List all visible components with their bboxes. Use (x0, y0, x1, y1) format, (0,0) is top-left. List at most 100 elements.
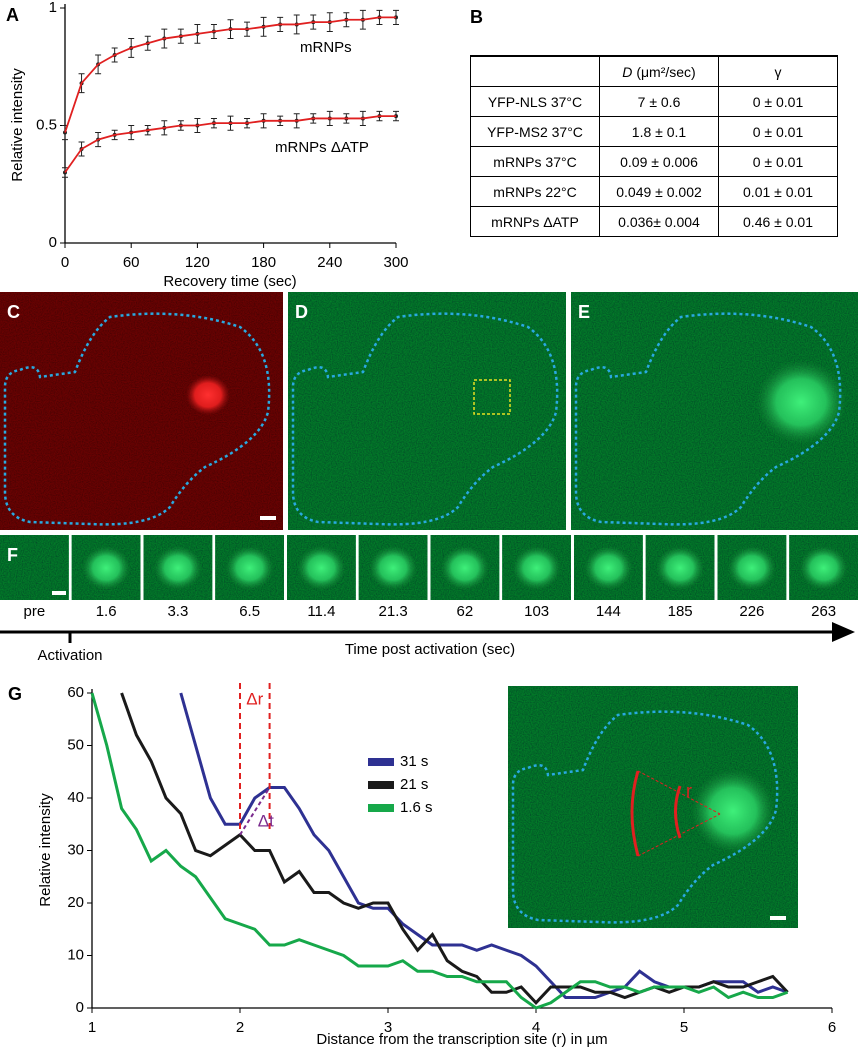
tile-blob (225, 546, 274, 590)
tile-blob (727, 546, 776, 590)
delta-t-label: Δt (258, 811, 274, 830)
time-label: 103 (524, 603, 549, 620)
table-cell: 0 ± 0.01 (718, 146, 838, 177)
y-tick-label: 40 (67, 789, 84, 806)
table-cell: 1.8 ± 0.1 (599, 116, 719, 147)
y-tick-label: 60 (67, 684, 84, 701)
series-label: mRNPs ΔATP (275, 139, 369, 156)
tile-blob (584, 546, 633, 590)
header-cell (470, 55, 600, 87)
time-label: 226 (739, 603, 764, 620)
delta-t-guide (239, 786, 271, 836)
x-tick-label: 6 (828, 1019, 836, 1036)
timeline-axis-label: Time post activation (sec) (345, 641, 515, 658)
table-cell: mRNPs 37°C (470, 146, 600, 177)
series-line (120, 692, 789, 1005)
series-line (90, 692, 789, 1010)
tile-blob (153, 546, 202, 590)
image-d (288, 292, 566, 530)
panel-letter: F (7, 545, 18, 565)
series-line (64, 115, 396, 174)
table-header: D (μm²/sec) γ (470, 55, 838, 87)
x-tick-label: 0 (61, 254, 69, 271)
series-label: mRNPs (300, 39, 352, 56)
time-label: 1.6 (96, 603, 117, 620)
table-cell: 0 ± 0.01 (718, 116, 838, 147)
x-tick-label: 3 (384, 1019, 392, 1036)
legend-label: 1.6 s (400, 799, 433, 816)
table-cell: 7 ± 0.6 (599, 86, 719, 117)
table-row: mRNPs ΔATP 0.036± 0.004 0.46 ± 0.01 (470, 206, 838, 237)
table-row: mRNPs 37°C 0.09 ± 0.006 0 ± 0.01 (470, 146, 838, 177)
time-label: 3.3 (167, 603, 188, 620)
x-tick-label: 4 (532, 1019, 540, 1036)
chart: 0 0.5 1 0 60 120 180 240 300 Relative intensity Re… (9, 0, 409, 290)
table-row: mRNPs 22°C 0.049 ± 0.002 0.01 ± 0.01 (470, 176, 838, 207)
x-axis-label: Distance from the transcription site (r)… (316, 1031, 607, 1048)
x-tick-label: 240 (317, 254, 342, 271)
table-cell: 0.46 ± 0.01 (718, 206, 838, 237)
inset-label: r (686, 781, 692, 801)
table-row: YFP-NLS 37°C 7 ± 0.6 0 ± 0.01 (470, 86, 838, 117)
panel-letter: E (578, 302, 590, 322)
time-label: 263 (811, 603, 836, 620)
time-label: pre (24, 603, 46, 620)
tile-blob (656, 546, 705, 590)
panel-letter: B (470, 7, 483, 27)
time-label: 185 (668, 603, 693, 620)
y-tick-label: 1 (49, 0, 57, 16)
time-label: 6.5 (239, 603, 260, 620)
tile-blob (440, 546, 489, 590)
arrow-head (832, 622, 855, 642)
x-tick-label: 300 (383, 254, 408, 271)
legend-label: 21 s (400, 776, 428, 793)
time-label: 21.3 (379, 603, 408, 620)
image-e (571, 292, 858, 530)
legend-label: 31 s (400, 753, 428, 770)
y-tick-label: 0 (76, 999, 84, 1016)
table-cell: mRNPs ΔATP (470, 206, 600, 237)
header-symbol: D (622, 63, 633, 80)
header-cell: D (μm²/sec) (599, 55, 719, 87)
tile-blob (297, 546, 346, 590)
table-cell: YFP-NLS 37°C (470, 86, 600, 117)
table-cell: 0.049 ± 0.002 (599, 176, 719, 207)
series-line (64, 16, 396, 133)
tile-blob (369, 546, 418, 590)
x-axis-label: Recovery time (sec) (163, 273, 296, 290)
x-tick-label: 5 (680, 1019, 688, 1036)
table: D (μm²/sec) γ YFP-NLS 37°C 7 ± 0.6 0 ± 0.0… (470, 55, 838, 237)
y-tick-label: 30 (67, 841, 84, 858)
x-tick-label: 2 (236, 1019, 244, 1036)
y-tick-label: 0.5 (36, 116, 57, 133)
table-cell: 0 ± 0.01 (718, 86, 838, 117)
inset-image: r (508, 686, 798, 928)
table-cell: 0.09 ± 0.006 (599, 146, 719, 177)
table-cell: 0.036± 0.004 (599, 206, 719, 237)
y-tick-label: 10 (67, 946, 84, 963)
tile-blob (82, 546, 131, 590)
table-cell: mRNPs 22°C (470, 176, 600, 207)
y-tick-label: 20 (67, 894, 84, 911)
y-tick-label: 50 (67, 736, 84, 753)
y-axis-label: Relative intensity (9, 68, 26, 182)
x-tick-label: 1 (88, 1019, 96, 1036)
table-cell: 0.01 ± 0.01 (718, 176, 838, 207)
tile-blob (512, 546, 561, 590)
time-label: 144 (596, 603, 621, 620)
panel-letter: C (7, 302, 20, 322)
activation-label: Activation (37, 647, 102, 664)
chart: 0 10 20 30 40 50 60 1 2 3 4 5 6 Relative intensity Dis… (37, 683, 836, 1048)
time-label: 11.4 (307, 603, 335, 620)
panel-letter: A (6, 5, 19, 25)
tile-blob (799, 546, 848, 590)
panel-letter: D (295, 302, 308, 322)
y-axis-label: Relative intensity (37, 793, 54, 907)
x-tick-label: 60 (123, 254, 140, 271)
x-tick-label: 180 (251, 254, 276, 271)
x-tick-label: 120 (185, 254, 210, 271)
header-unit: (μm²/sec) (636, 63, 696, 80)
tile-noise (0, 535, 69, 600)
time-series-strip: pre 1.6 3.3 6.5 11.4 21.3 62 103 144 185 226 263 (0, 535, 858, 620)
